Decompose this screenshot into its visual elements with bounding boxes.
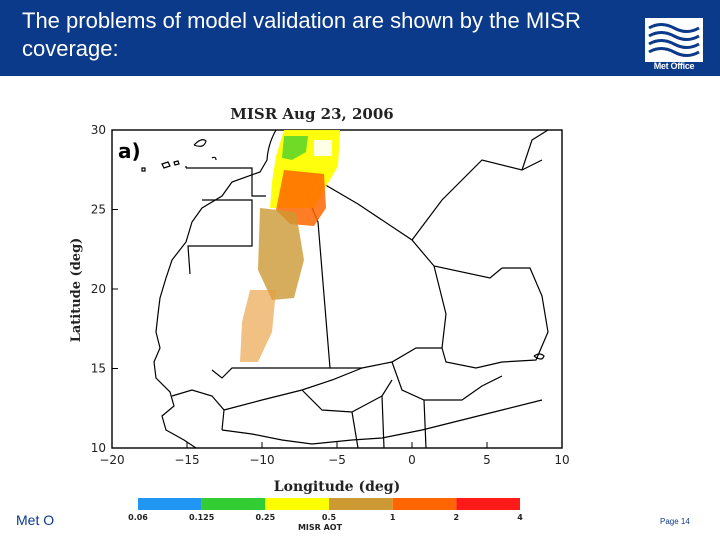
- canary-islands: [141, 160, 180, 172]
- x-tick-label: 0: [408, 453, 416, 467]
- colorbar-tick-label: 1: [390, 513, 396, 522]
- colorbar-tick-label: 4: [517, 513, 523, 522]
- border-western-sahara: [185, 166, 266, 197]
- colorbar-segment: [456, 498, 520, 510]
- africa-coastline: [153, 129, 277, 449]
- y-tick-labels: 10 15 20 25 30: [91, 123, 118, 455]
- colorbar-tick-label: 2: [454, 513, 460, 522]
- colorbar-tick-label: 0.25: [255, 513, 275, 522]
- y-tick-label: 30: [91, 123, 106, 137]
- x-axis-label: Longitude (deg): [274, 479, 400, 495]
- met-office-logo: Met Office: [645, 18, 703, 74]
- x-tick-label: −5: [328, 453, 346, 467]
- x-tick-label: −20: [99, 453, 124, 467]
- page-number: Page 14: [660, 517, 690, 526]
- colorbar-segment: [329, 498, 393, 510]
- chart-title: MISR Aug 23, 2006: [230, 105, 393, 123]
- y-tick-label: 20: [91, 282, 106, 296]
- border-lake-chad: [533, 353, 545, 360]
- swath-segment-tan: [258, 208, 304, 300]
- x-tick-label: 10: [554, 453, 569, 467]
- border-libya: [521, 129, 549, 171]
- swath-segment-green: [282, 136, 308, 160]
- border-niger-chad: [441, 267, 549, 369]
- border-nigeria: [391, 361, 503, 401]
- colorbar-segment: [265, 498, 329, 510]
- x-tick-label: −10: [249, 453, 274, 467]
- colorbar: [138, 498, 520, 510]
- met-office-wave-icon: [645, 18, 703, 62]
- misr-swath: [240, 130, 340, 362]
- border-algeria-east: [411, 159, 543, 241]
- panel-label: a): [118, 139, 141, 163]
- logo-text: Met Office: [653, 61, 695, 71]
- x-tick-labels: −20 −15 −10 −5 0 5 10: [99, 442, 570, 467]
- misr-map-figure: MISR Aug 23, 2006 a): [62, 100, 582, 532]
- colorbar-tick-label: 0.125: [189, 513, 215, 522]
- x-tick-label: −15: [174, 453, 199, 467]
- border-senegal: [171, 389, 225, 431]
- border-guinea-coast: [221, 399, 543, 445]
- colorbar-segment: [392, 498, 457, 510]
- colorbar-tick-label: 0.06: [128, 513, 148, 522]
- madeira: [193, 139, 217, 161]
- border-ghana-togo: [351, 395, 427, 449]
- y-axis-label: Latitude (deg): [69, 238, 84, 343]
- swath-white-gap: [314, 140, 332, 156]
- x-tick-label: 5: [483, 453, 491, 467]
- colorbar-segment: [138, 498, 202, 510]
- colorbar-segment: [201, 498, 266, 510]
- y-tick-label: 25: [91, 203, 106, 217]
- slide-header: The problems of model validation are sho…: [0, 0, 720, 76]
- border-mauritania: [187, 199, 253, 275]
- swath-segment-mixed: [240, 290, 276, 362]
- y-tick-label: 15: [91, 362, 106, 376]
- colorbar-tick-label: 0.5: [322, 513, 337, 522]
- y-tick-label: 10: [91, 441, 106, 455]
- plot-frame: [111, 129, 563, 449]
- misr-map-svg: MISR Aug 23, 2006 a): [69, 105, 570, 532]
- colorbar-label: MISR AOT: [298, 523, 343, 532]
- colorbar-tick-labels: 0.06 0.125 0.25 0.5 1 2 4: [128, 513, 523, 522]
- footer-organization: Met O: [16, 512, 55, 528]
- coastlines: [141, 129, 549, 449]
- slide-title: The problems of model validation are sho…: [22, 8, 581, 61]
- border-algeria-mali: [316, 179, 503, 279]
